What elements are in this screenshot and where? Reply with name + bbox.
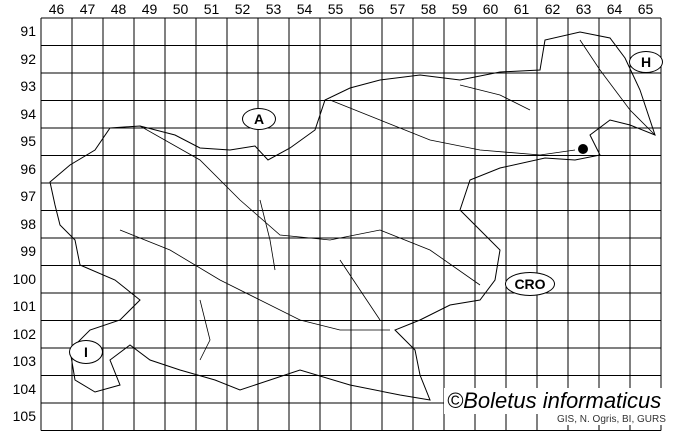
column-label: 54: [296, 1, 313, 17]
row-label: 92: [20, 50, 36, 67]
column-label: 64: [606, 1, 623, 17]
column-label: 51: [203, 1, 220, 17]
column-label: 47: [79, 1, 96, 17]
column-label: 62: [544, 1, 561, 17]
label-hungary: H: [629, 51, 663, 73]
label-italy: I: [69, 340, 103, 364]
grid: [40, 17, 662, 431]
column-label: 46: [48, 1, 65, 17]
row-label: 102: [12, 325, 36, 342]
row-label: 94: [20, 105, 36, 122]
label-austria: A: [242, 108, 276, 130]
copyright-text: ©Boletus informaticus: [444, 388, 665, 414]
row-label: 100: [12, 270, 36, 287]
column-label: 65: [637, 1, 654, 17]
label-croatia: CRO: [505, 272, 555, 296]
column-label: 58: [420, 1, 437, 17]
column-label: 56: [358, 1, 375, 17]
row-label: 104: [12, 380, 36, 397]
row-label: 93: [20, 78, 36, 94]
column-label: 61: [513, 1, 530, 17]
column-label: 53: [265, 1, 282, 17]
column-label: 59: [451, 1, 468, 17]
column-label: 57: [389, 1, 406, 17]
column-label: 48: [110, 1, 127, 17]
row-label: 98: [20, 215, 36, 232]
row-label: 105: [12, 408, 36, 424]
country-border: [49, 31, 656, 401]
row-label: 103: [12, 353, 36, 369]
column-label: 63: [575, 1, 592, 17]
row-label: 99: [20, 243, 36, 259]
rivers: [119, 39, 656, 361]
row-label: 101: [12, 298, 36, 314]
column-label: 60: [482, 1, 499, 17]
column-label: 50: [172, 1, 189, 17]
row-label: 96: [20, 160, 36, 177]
credit-text: GIS, N. Ogris, BI, GURS: [555, 414, 668, 425]
column-label: 55: [327, 1, 344, 17]
column-label: 52: [234, 1, 251, 17]
row-label: 91: [20, 23, 36, 39]
column-label: 49: [141, 1, 158, 17]
row-label: 95: [20, 133, 36, 149]
record-dot: [578, 144, 588, 154]
row-label: 97: [20, 188, 36, 204]
